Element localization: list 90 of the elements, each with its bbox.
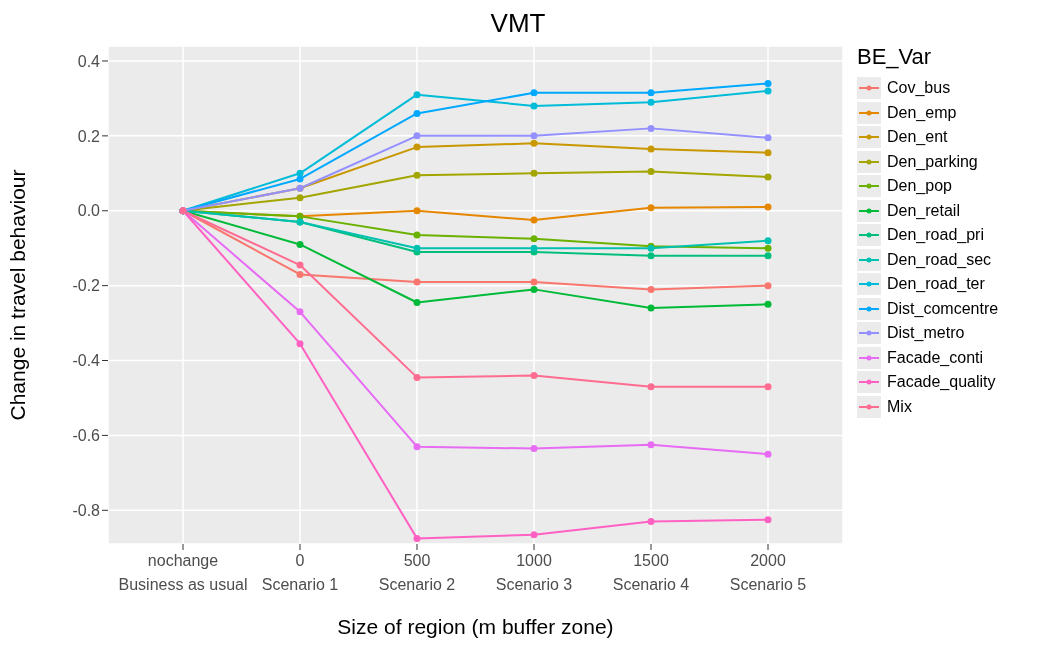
point (764, 300, 772, 308)
x-axis-title: Size of region (m buffer zone) (337, 615, 614, 638)
legend-label: Cov_bus (887, 79, 951, 98)
point (647, 204, 655, 212)
point (764, 450, 772, 458)
x-tick-label: 2000 Scenario 5 (729, 552, 807, 593)
point (764, 383, 772, 391)
point (413, 298, 421, 306)
y-tick-label: -0.6 (72, 427, 101, 445)
point (764, 149, 772, 157)
legend-label: Den_emp (887, 103, 957, 122)
legend-label: Facade_conti (887, 348, 984, 367)
legend-label: Mix (887, 397, 912, 416)
point (530, 285, 538, 293)
y-tick-label: 0.4 (77, 52, 101, 70)
point (296, 240, 304, 248)
legend-label: Den_pop (887, 177, 952, 196)
point (764, 173, 772, 181)
point (413, 443, 421, 451)
point (413, 143, 421, 151)
x-tick-label: 500 Scenario 2 (378, 552, 456, 593)
point (530, 89, 538, 97)
y-tick-label: 0.0 (77, 202, 101, 220)
point (296, 194, 304, 202)
point (296, 308, 304, 316)
point (413, 207, 421, 215)
point (296, 261, 304, 269)
point (647, 145, 655, 153)
legend-label: Dist_comcentre (887, 299, 999, 318)
x-tick-label: 0 Scenario 1 (261, 552, 339, 593)
x-tick-label: nochange Business as usual (118, 552, 248, 593)
point (530, 169, 538, 177)
legend-label: Den_parking (887, 152, 978, 171)
point (413, 91, 421, 99)
point (647, 167, 655, 175)
legend-label: Den_road_sec (887, 250, 992, 269)
x-tick-label: 1000 Scenario 3 (495, 552, 573, 593)
point (647, 98, 655, 106)
point (413, 171, 421, 179)
point (530, 445, 538, 453)
x-tick-label: 1500 Scenario 4 (612, 552, 690, 593)
y-tick-label: -0.2 (72, 277, 101, 295)
point (764, 134, 772, 142)
point (530, 216, 538, 224)
point (530, 235, 538, 243)
point (296, 175, 304, 183)
legend-title: BE_Var (857, 44, 933, 70)
point (413, 534, 421, 542)
point (530, 132, 538, 140)
point (647, 518, 655, 526)
y-tick-label: -0.4 (72, 352, 101, 370)
point (413, 109, 421, 117)
y-axis-title: Change in travel behaviour (6, 169, 30, 421)
point (764, 237, 772, 245)
point (647, 89, 655, 97)
point (647, 383, 655, 391)
point (764, 87, 772, 95)
point (413, 244, 421, 252)
point (764, 282, 772, 290)
point (764, 244, 772, 252)
y-tick-label: 0.2 (77, 127, 101, 145)
legend-label: Den_road_ter (887, 275, 985, 294)
legend-label: Dist_metro (887, 324, 965, 343)
point (647, 441, 655, 449)
legend-label: Den_ent (887, 128, 948, 147)
legend-label: Facade_quality (887, 373, 996, 392)
point (530, 244, 538, 252)
point (413, 373, 421, 381)
chart-title: VMT (489, 8, 547, 40)
point (764, 516, 772, 524)
point (296, 270, 304, 278)
point (413, 278, 421, 286)
y-tick-label: -0.8 (72, 501, 101, 519)
point (647, 304, 655, 312)
point (413, 132, 421, 140)
point (530, 531, 538, 539)
point (647, 124, 655, 132)
point (530, 139, 538, 147)
point (764, 79, 772, 87)
point (530, 278, 538, 286)
point (296, 340, 304, 348)
point (647, 285, 655, 293)
point (647, 252, 655, 260)
legend-label: Den_road_pri (887, 226, 984, 245)
point (764, 252, 772, 260)
point (530, 102, 538, 110)
point (764, 203, 772, 211)
point (413, 231, 421, 239)
point (530, 372, 538, 379)
legend-label: Den_retail (887, 201, 960, 220)
